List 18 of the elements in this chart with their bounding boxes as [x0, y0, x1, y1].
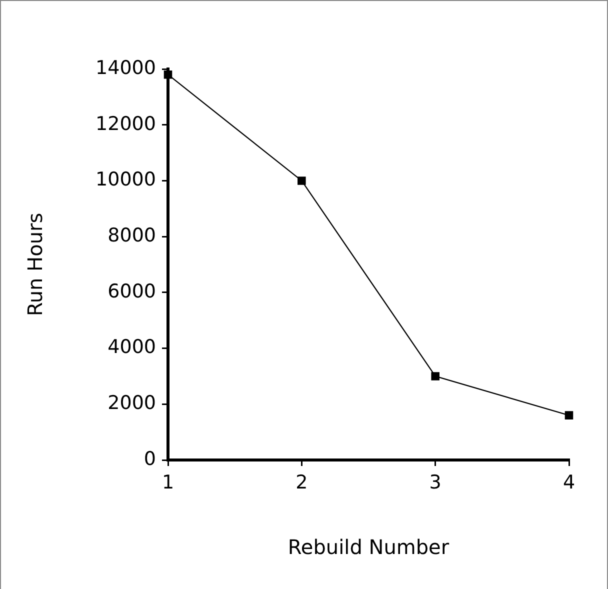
- y-axis-title: Run Hours: [23, 212, 48, 316]
- point: [431, 372, 440, 380]
- y-tick-label: 8000: [108, 224, 156, 247]
- point: [564, 411, 574, 420]
- y-tick-label: 2000: [108, 392, 156, 414]
- point: [164, 70, 172, 79]
- x-tick-label: 1: [162, 471, 174, 494]
- y-tick-label: 0: [144, 448, 156, 470]
- y-tick-label: 4000: [108, 336, 156, 358]
- y-tick-label: 6000: [108, 280, 156, 302]
- y-tick-label: 10000: [96, 168, 156, 191]
- point: [298, 176, 306, 185]
- x-tick-label: 4: [562, 471, 576, 494]
- x-tick-label: 2: [296, 471, 308, 494]
- y-tick-label: 12000: [96, 112, 156, 135]
- x-tick-label: 3: [429, 471, 442, 494]
- x-axis-title: Rebuild Number: [288, 535, 450, 560]
- y-tick-label: 14000: [96, 56, 156, 79]
